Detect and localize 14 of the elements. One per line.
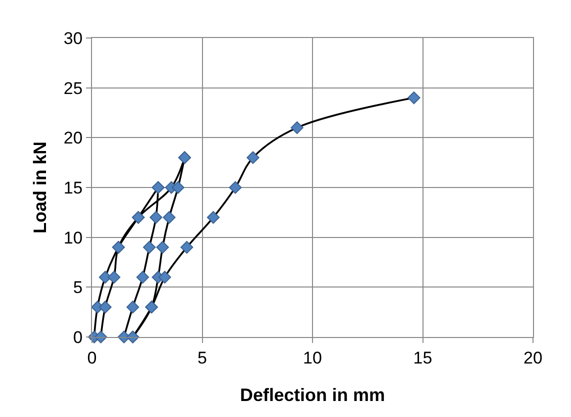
x-tick-label: 20 <box>524 348 542 368</box>
y-tick-label: 20 <box>64 128 83 148</box>
x-axis-title: Deflection in mm <box>240 385 386 405</box>
y-tick-label: 30 <box>64 28 83 48</box>
y-tick-label: 0 <box>73 328 83 347</box>
y-axis-title: Load in kN <box>30 141 50 234</box>
y-tick-label: 15 <box>64 178 83 198</box>
x-tick-label: 0 <box>87 348 97 368</box>
y-tick-label: 5 <box>73 278 83 298</box>
y-tick-label: 10 <box>64 228 83 248</box>
x-tick-label: 15 <box>413 348 432 368</box>
x-tick-label: 5 <box>198 348 207 368</box>
x-tick-label: 10 <box>303 348 322 368</box>
y-tick-label: 25 <box>64 78 83 98</box>
